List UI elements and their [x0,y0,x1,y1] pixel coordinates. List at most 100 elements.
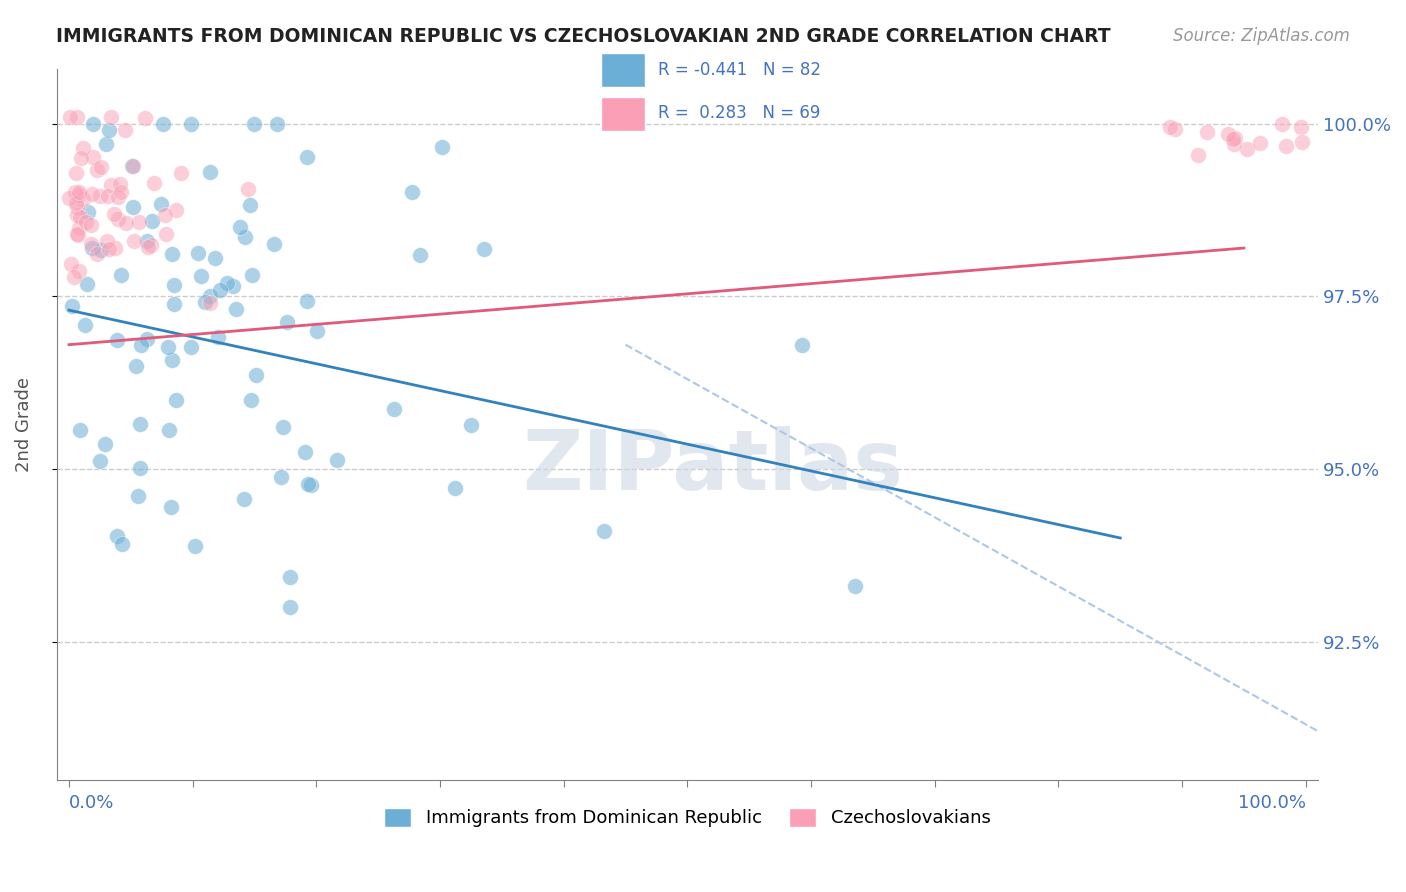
Point [105,529,128,543]
Point [295,294,318,309]
Point [90,160,112,174]
Point [70,151,93,165]
Point [180,341,202,355]
Point [165,203,187,218]
Point [66,208,89,222]
Point [278,569,301,583]
Point [98,242,121,256]
Text: R =  0.283   N = 69: R = 0.283 N = 69 [658,104,820,122]
Point [472,242,495,256]
Point [122,200,145,214]
Point [155,227,177,241]
Point [180,117,202,131]
Point [198,296,221,310]
Point [229,220,252,235]
Point [409,248,432,262]
Point [297,476,319,491]
Point [194,295,217,310]
Point [271,420,294,434]
Point [80,219,103,233]
Point [1195,125,1218,139]
Point [67,185,90,199]
Point [121,159,143,173]
Point [107,211,129,226]
Point [1159,120,1181,135]
Point [165,392,187,407]
Point [65,166,87,180]
Point [278,600,301,615]
Point [382,401,405,416]
Point [299,478,322,492]
Point [401,185,423,199]
Point [790,337,813,351]
Point [270,470,292,484]
Point [325,453,347,467]
Point [155,208,177,222]
Point [190,269,212,284]
Point [131,338,153,352]
Point [1164,122,1187,136]
Point [65,196,87,211]
Point [150,196,173,211]
Point [239,392,262,407]
Point [134,111,156,125]
Point [198,289,221,303]
Point [67,188,90,202]
Point [432,140,454,154]
Point [157,341,180,355]
Point [160,247,183,261]
Point [66,228,89,243]
Point [128,460,150,475]
Point [121,159,143,173]
Point [75,318,97,332]
Point [66,110,89,124]
Point [94,437,117,451]
Point [444,481,467,495]
Text: R = -0.441   N = 82: R = -0.441 N = 82 [658,61,821,78]
Point [107,190,129,204]
Point [60,299,83,313]
Point [111,537,134,551]
Point [128,215,150,229]
Point [1289,120,1312,134]
Point [160,500,183,514]
Point [1218,127,1240,141]
Point [66,227,89,241]
Point [115,216,138,230]
Point [135,234,157,248]
Point [233,491,256,506]
Point [157,423,180,437]
Point [243,117,266,131]
Point [69,423,91,437]
Point [72,141,94,155]
Point [240,268,263,282]
Point [100,178,122,192]
Point [103,206,125,220]
FancyBboxPatch shape [600,53,644,87]
Point [90,244,112,258]
Point [266,117,288,131]
Point [110,177,132,191]
Text: Source: ZipAtlas.com: Source: ZipAtlas.com [1173,27,1350,45]
Point [215,276,238,290]
Point [89,189,111,203]
Point [297,150,319,164]
Point [276,315,298,329]
Point [221,278,243,293]
Point [86,247,108,261]
Point [225,302,247,317]
Point [1249,136,1271,150]
Point [127,490,149,504]
Point [82,150,104,164]
Point [110,186,132,200]
Text: 100.0%: 100.0% [1237,794,1306,812]
Point [67,263,90,277]
Point [187,246,209,260]
Point [207,330,229,344]
Point [236,182,259,196]
Point [72,193,94,207]
Point [844,579,866,593]
Point [136,240,159,254]
Point [152,117,174,131]
Point [1291,136,1313,150]
